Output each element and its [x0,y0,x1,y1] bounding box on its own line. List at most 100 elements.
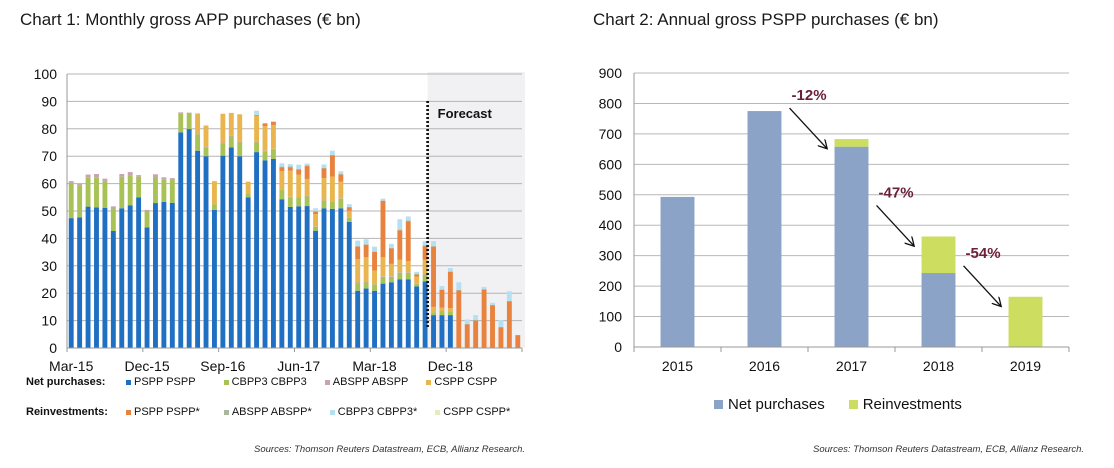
bar-segment-cspp-cspp [203,125,209,147]
legend-text: ABSPP ABSPP [332,376,409,388]
bar-segment-cbpp3-cbpp3 [262,151,268,161]
bar-segment-cbpp3-cbpp3 [228,136,234,148]
bar-segment-cbpp3-cbpp3- [279,163,285,167]
bar-segment-cspp-cspp [296,174,302,198]
bar-segment-cbpp3-cbpp3 [127,175,133,206]
bar-segment-pspp-pspp- [321,168,327,179]
x-tick-label: 2018 [923,358,954,374]
bar-segment-pspp-pspp- [405,221,411,262]
bar-segment-abspp-abspp- [490,304,495,306]
bar-segment-pspp-pspp [338,208,344,348]
bar-segment-pspp-pspp [102,207,108,348]
bar-segment-pspp-pspp [431,315,436,348]
x-tick-label: Dec-18 [428,358,473,374]
bar-segment-cbpp3-cbpp3 [431,312,436,316]
bar-segment-pspp-pspp [169,202,175,348]
bar-segment-cspp-cspp [447,308,453,312]
bar-segment-pspp-pspp- [515,335,521,348]
bar-segment-pspp-pspp [68,218,74,348]
change-label: -47% [879,184,914,201]
bar-segment-abspp-abspp [68,181,74,184]
bar-segment-cspp-cspp [329,176,335,202]
bar-segment-cbpp3-cbpp3 [422,274,428,282]
bar-segment-pspp-pspp [94,207,99,348]
bar-segment-cspp-cspp [195,113,201,134]
y-tick-label: 100 [34,66,58,82]
bar-segment-abspp-abspp- [321,167,327,169]
bar-segment-cbpp3-cbpp3 [136,176,142,198]
bar-segment-pspp-pspp [178,132,184,348]
bar-segment-pspp-pspp- [490,305,495,348]
bar-segment-cbpp3-cbpp3- [456,282,462,290]
bar-segment-abspp-abspp [397,272,403,273]
bar-segment-cspp-cspp [388,263,394,277]
change-arrow [963,265,1001,306]
bar-segment-cspp-cspp [338,181,344,199]
bar-segment-pspp-pspp [346,221,352,348]
bar-segment-cspp-cspp [245,181,251,195]
bar-segment-abspp-abspp [279,189,285,190]
chart2-legend: Net purchases Reinvestments [714,396,986,413]
change-label: -12% [792,87,827,104]
bar-segment-pspp-pspp [119,208,125,348]
bar-segment-cbpp3-cbpp3 [77,185,83,218]
bar-segment-pspp-pspp [422,281,428,348]
bar-segment-cspp-cspp [270,124,276,149]
bar-segment-cbpp3-cbpp3 [245,194,251,198]
x-tick-label: Mar-18 [352,358,397,374]
bar-segment-cbpp3-cbpp3 [363,282,369,289]
bar-segment-abspp-abspp [220,142,226,144]
bar-segment-abspp-abspp [127,172,133,176]
bar-segment-pspp-pspp- [422,246,428,260]
legend-swatch [223,409,229,415]
bar-segment-pspp-pspp [397,279,403,348]
bar-segment-pspp-pspp [262,160,268,348]
bar-segment-pspp-pspp [287,206,293,348]
bar-segment-cbpp3-cbpp3- [304,163,310,166]
bar-segment-abspp-abspp- [313,211,319,212]
bar-segment-cspp-cspp [304,178,310,196]
legend-text: PSPP PSPP [134,376,196,388]
legend-text: ABSPP ABSPP* [231,406,312,418]
bar-segment-abspp-abspp- [397,229,403,231]
bar-segment-cbpp3-cbpp3- [296,164,302,169]
bar-segment-abspp-abspp [355,282,361,284]
bar-segment-cspp-cspp [279,171,285,190]
bar-segment-cbpp3-cbpp3 [321,200,327,209]
bar-segment-pspp-pspp [237,156,243,348]
bar-segment-cbpp3-cbpp3- [464,319,470,324]
bar-segment-pspp-pspp- [388,248,394,264]
bar-segment-cbpp3-cbpp3- [431,241,436,247]
bar-segment-cbpp3-cbpp3- [405,216,411,221]
bar-segment-cbpp3-cbpp3- [481,286,487,290]
y-tick-label: 10 [41,313,57,329]
bar-segment-abspp-abspp [186,112,192,115]
bar-segment-abspp-abspp- [346,206,352,208]
bar-segment-cspp-cspp [262,126,268,151]
legend-text: CBPP3 CBPP3 [231,376,307,388]
bar-segment-cbpp3-cbpp3 [203,147,209,157]
bar-segment-cbpp3-cbpp3 [94,177,99,208]
legend-item-pspp: PSPP PSPP [126,376,196,388]
bar-segment-pspp-pspp [136,197,142,348]
bar-segment-abspp-abspp- [456,289,462,291]
bar-segment-cbpp3-cbpp3 [220,143,226,156]
bar-segment-net-purchases [834,146,869,347]
bar-segment-pspp-pspp- [279,167,285,172]
bar-segment-abspp-abspp [237,141,243,143]
bar-segment-cbpp3-cbpp3- [498,320,504,327]
bar-segment-pspp-pspp- [456,290,462,348]
bar-segment-cspp-cspp [228,112,234,136]
bar-segment-cbpp3-cbpp3- [397,219,403,230]
bar-segment-abspp-abspp- [363,244,369,245]
bar-segment-abspp-abspp [304,195,310,197]
y-tick-label: 90 [41,93,57,109]
bar-segment-cbpp3-cbpp3 [195,134,201,151]
change-arrow [876,205,914,245]
bar-segment-abspp-abspp- [372,251,377,252]
y-tick-label: 20 [41,285,57,301]
bar-segment-cbpp3-cbpp3 [102,181,108,208]
y-tick-label: 500 [599,187,623,203]
change-label: -54% [966,245,1001,262]
bar-segment-abspp-abspp [254,141,260,143]
